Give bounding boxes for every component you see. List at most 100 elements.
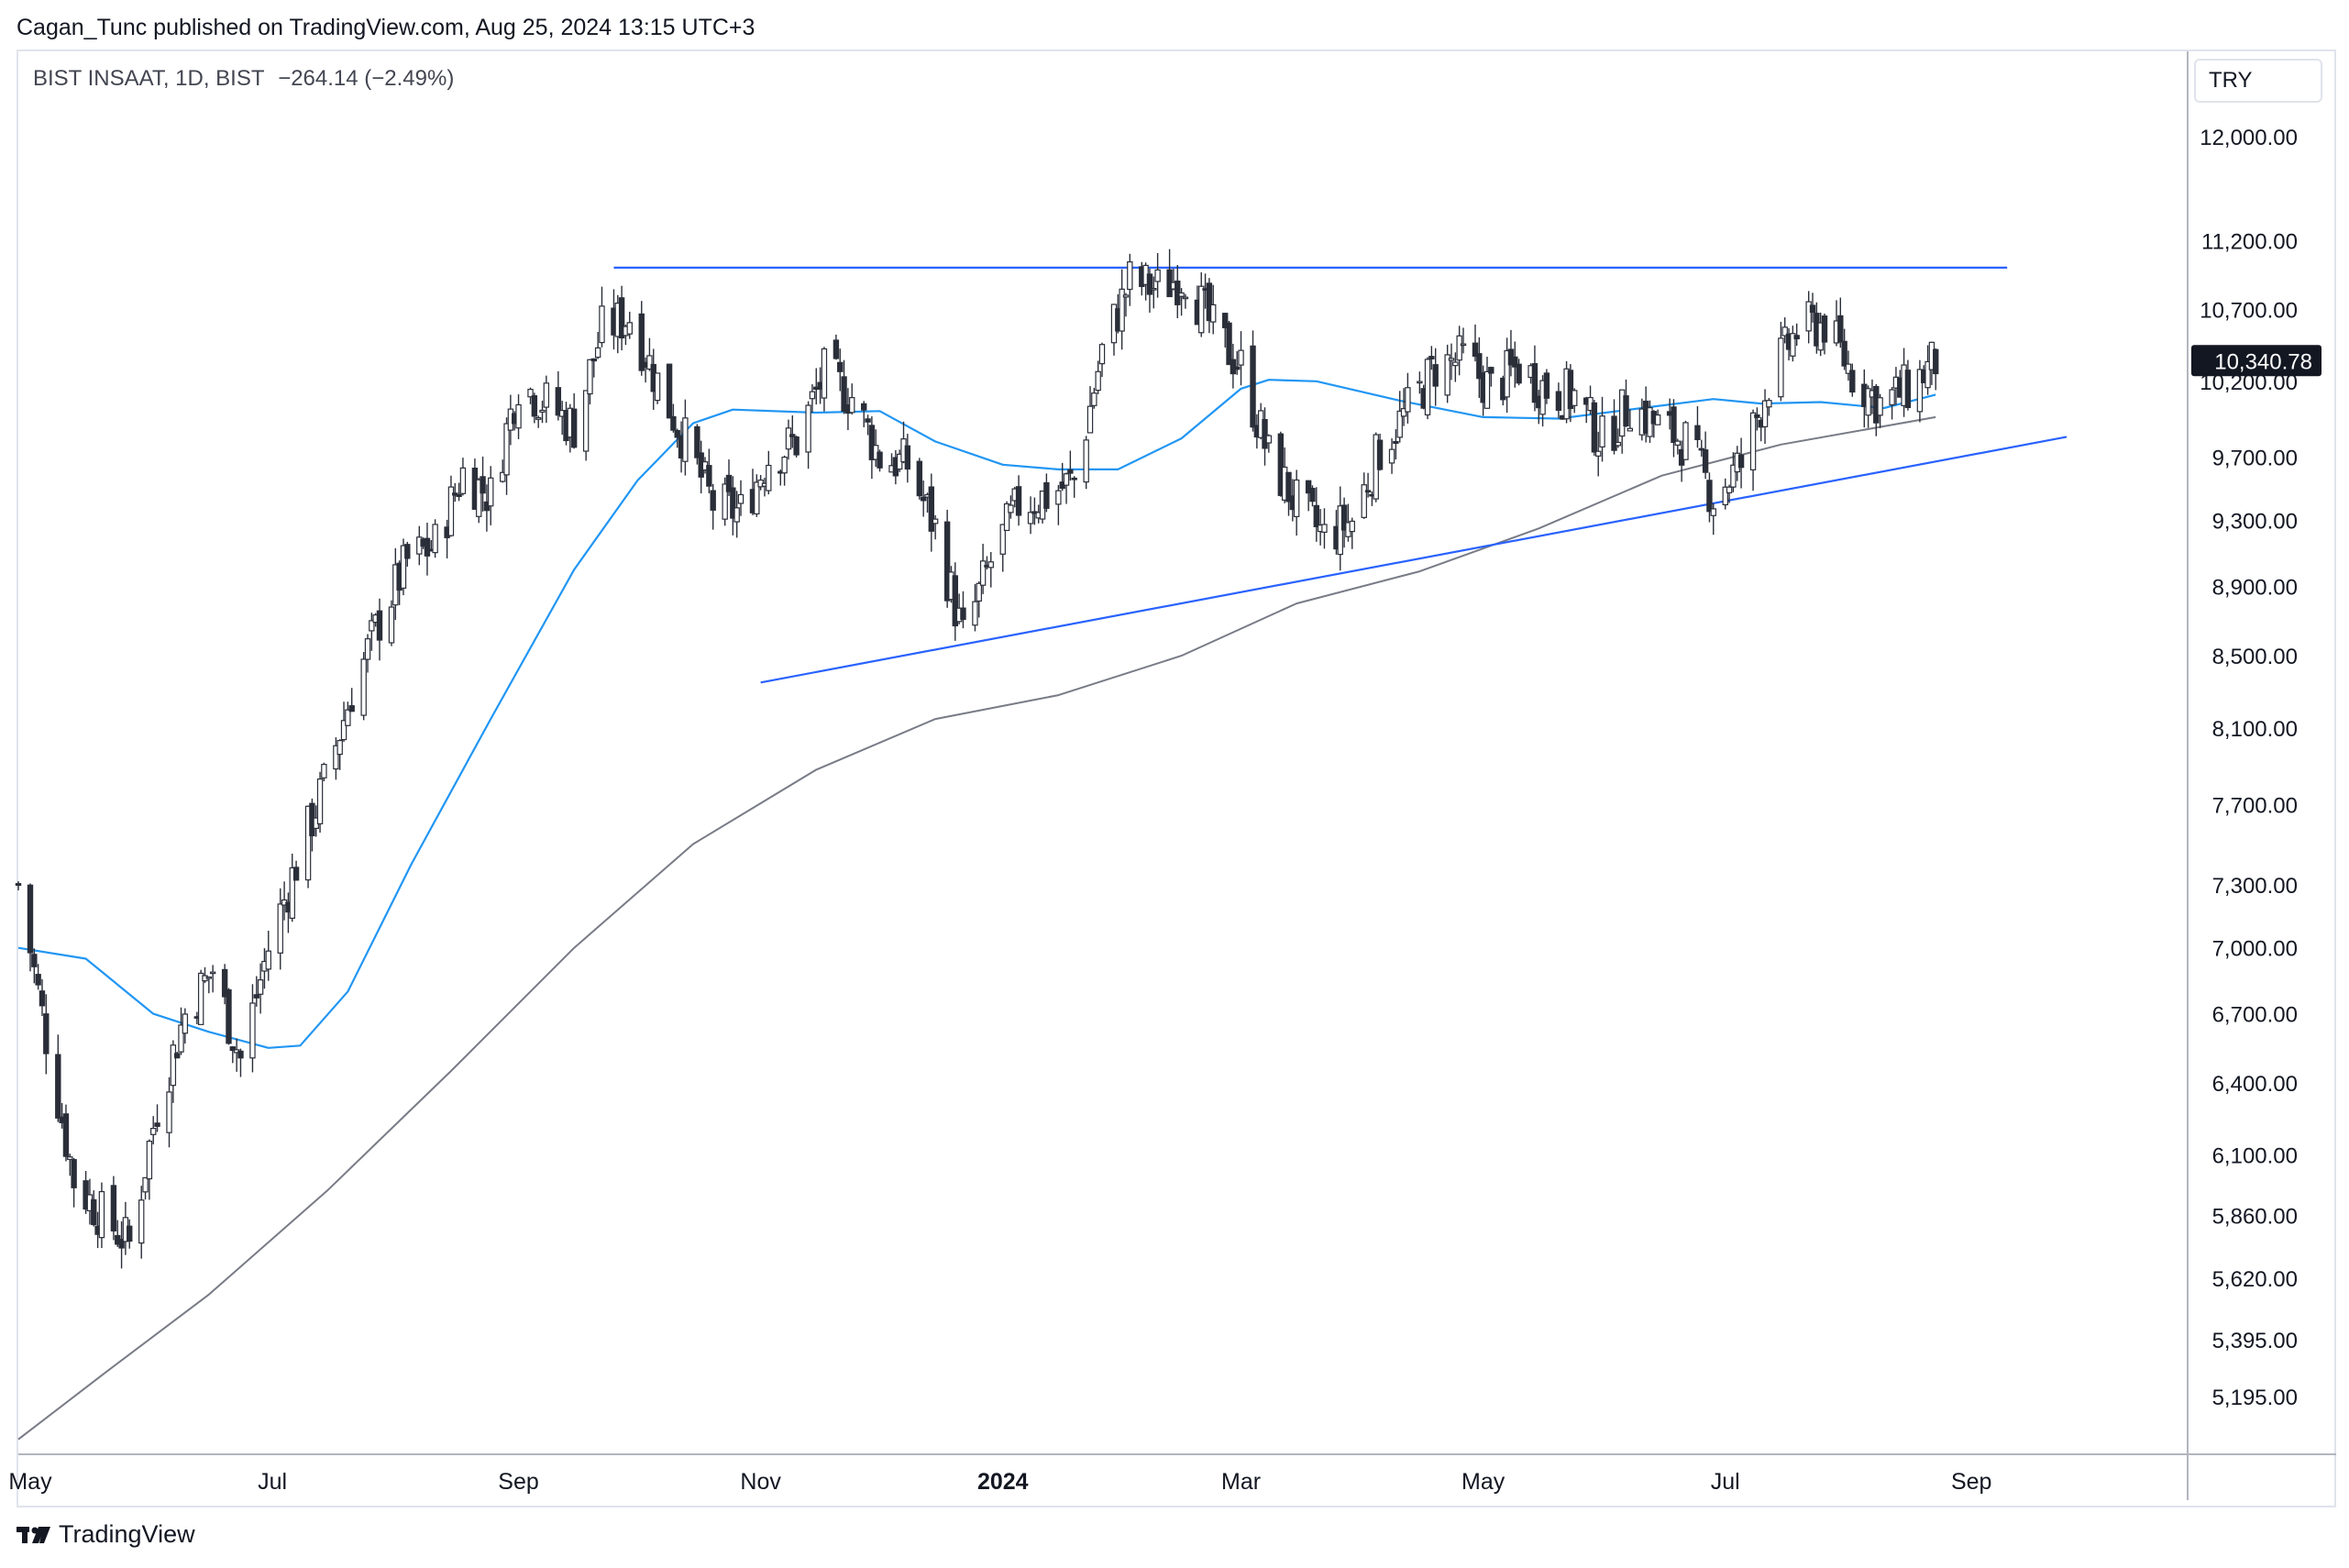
candle-body: [1694, 425, 1701, 441]
candle: [316, 771, 324, 833]
candle: [476, 478, 482, 524]
candle: [1154, 252, 1161, 298]
candle-body: [861, 403, 867, 411]
candle: [1174, 264, 1181, 318]
candle-body: [1091, 392, 1097, 406]
candle-body: [1865, 388, 1871, 416]
candle: [928, 473, 935, 552]
candle-body: [1761, 400, 1769, 427]
candle-body: [1432, 364, 1439, 387]
candle-body: [1277, 433, 1285, 496]
candle: [1555, 382, 1562, 419]
candle-body: [821, 348, 828, 399]
candle-body: [1682, 422, 1689, 460]
candle: [1841, 328, 1847, 370]
candle: [138, 1186, 145, 1259]
candle-body: [1388, 448, 1395, 464]
candle-body: [15, 883, 22, 887]
candle: [1706, 472, 1713, 523]
candle: [841, 359, 847, 414]
candle-body: [503, 423, 510, 476]
candle: [1599, 396, 1605, 462]
candle: [480, 456, 486, 512]
candle: [1737, 437, 1745, 489]
publisher-caption: Cagan_Tunc published on TradingView.com,…: [17, 15, 755, 40]
candle-body: [710, 490, 716, 511]
candle: [1262, 407, 1268, 466]
candle-body: [928, 486, 935, 532]
candle: [1091, 387, 1097, 409]
candle-body: [71, 1159, 77, 1188]
candle: [1122, 293, 1130, 317]
candle-body: [1671, 406, 1677, 444]
candle: [1924, 345, 1931, 395]
candle: [1313, 487, 1320, 542]
candle-body: [432, 524, 438, 554]
candle: [348, 688, 355, 712]
candle: [1543, 369, 1550, 404]
candle: [1086, 386, 1094, 434]
candle-body: [555, 387, 562, 416]
candle-body: [1821, 315, 1828, 343]
candle: [682, 399, 689, 476]
candle: [205, 976, 213, 994]
candlestick-series: [15, 248, 1939, 1269]
candle: [289, 853, 295, 922]
candle-body: [1543, 372, 1550, 399]
candle-body: [535, 416, 542, 420]
candle: [1277, 431, 1285, 497]
candle: [1654, 409, 1661, 425]
candle: [424, 522, 431, 576]
candle-body: [1122, 294, 1130, 298]
candle-body: [31, 954, 38, 967]
candle-body: [27, 884, 34, 954]
candle-body: [55, 1054, 61, 1119]
candle: [1206, 278, 1213, 334]
candle: [976, 581, 982, 618]
candle: [1210, 284, 1217, 335]
candle: [781, 455, 788, 486]
candle-body: [531, 395, 538, 417]
price-tick-label: 7,300.00: [2212, 874, 2298, 899]
candle: [1611, 399, 1617, 455]
candle-body: [1452, 361, 1459, 367]
candle-body: [952, 575, 959, 627]
candle: [943, 509, 951, 608]
support-trendline: [760, 436, 2068, 684]
candle: [1008, 495, 1014, 519]
candle-body: [1222, 313, 1229, 328]
candle: [1043, 473, 1050, 513]
candle: [1309, 485, 1316, 507]
candle-body: [304, 805, 312, 881]
candle: [539, 400, 546, 424]
candle: [15, 881, 22, 891]
candle: [1845, 350, 1852, 381]
candle-body: [674, 430, 680, 438]
candle-body: [809, 391, 816, 400]
candle-body: [404, 544, 411, 559]
candle: [1476, 337, 1483, 398]
candle: [400, 538, 407, 596]
candle: [1119, 269, 1125, 350]
candle: [31, 948, 38, 984]
candle-body: [1234, 366, 1241, 370]
currency-selector[interactable]: TRY: [2194, 59, 2322, 103]
candle-body: [1591, 402, 1598, 453]
candle-body: [1516, 363, 1522, 384]
candle: [1063, 472, 1070, 504]
candle-body: [500, 471, 506, 482]
candle-body: [793, 436, 800, 456]
candle: [321, 762, 327, 782]
candle-body: [480, 476, 486, 494]
candle: [71, 1157, 77, 1208]
candle: [920, 480, 927, 517]
candle: [404, 541, 411, 567]
candle-body: [249, 1002, 256, 1059]
candle-body: [594, 347, 601, 359]
candle-body: [1428, 356, 1435, 360]
candle-body: [1340, 504, 1348, 531]
candle-body: [1698, 447, 1704, 451]
candle-body: [1003, 502, 1010, 532]
candle-body: [1206, 282, 1213, 322]
